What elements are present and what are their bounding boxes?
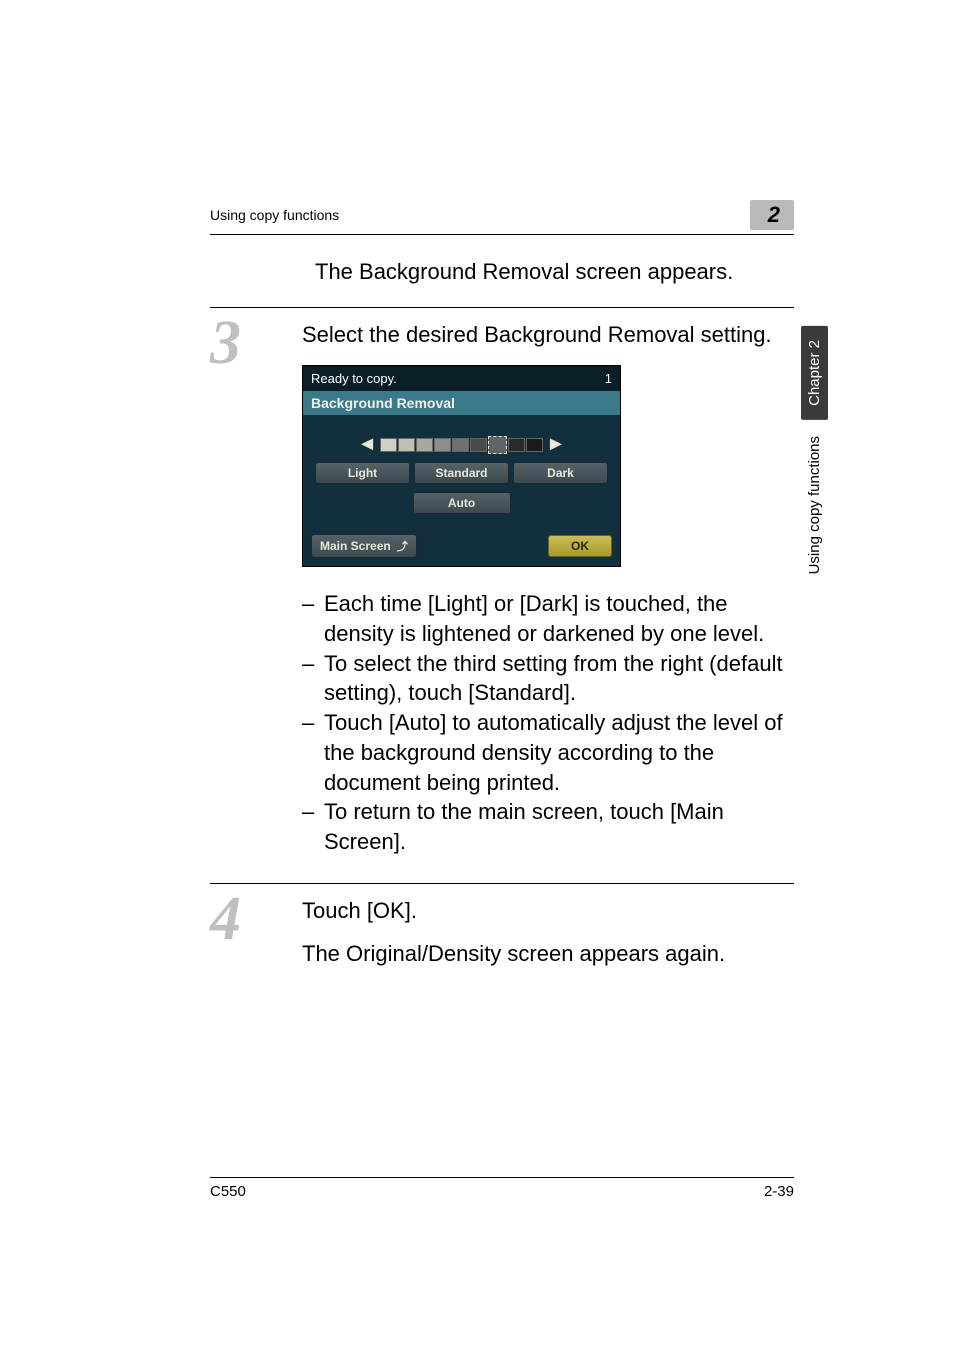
dash-icon: – bbox=[302, 797, 324, 856]
density-cell[interactable] bbox=[452, 438, 469, 452]
light-button[interactable]: Light bbox=[315, 462, 410, 484]
standard-button[interactable]: Standard bbox=[414, 462, 509, 484]
step-3: 3 Select the desired Background Removal … bbox=[210, 320, 794, 869]
dark-button[interactable]: Dark bbox=[513, 462, 608, 484]
list-item: –Touch [Auto] to automatically adjust th… bbox=[302, 708, 794, 797]
status-text: Ready to copy. bbox=[311, 371, 397, 386]
model-label: C550 bbox=[210, 1183, 246, 1200]
running-head: Using copy functions 2 bbox=[210, 200, 794, 230]
button-row: Light Standard Dark bbox=[315, 462, 608, 484]
divider bbox=[210, 1177, 794, 1178]
section-number-badge: 2 bbox=[750, 200, 794, 230]
step-lead: Touch [OK]. bbox=[302, 896, 794, 926]
bullet-text: To select the third setting from the rig… bbox=[324, 649, 794, 708]
density-cell[interactable] bbox=[526, 438, 543, 452]
main-screen-label: Main Screen bbox=[320, 539, 391, 553]
arrow-left-icon[interactable]: ◄ bbox=[355, 433, 379, 456]
running-head-text: Using copy functions bbox=[210, 207, 339, 223]
dash-icon: – bbox=[302, 649, 324, 708]
list-item: –To select the third setting from the ri… bbox=[302, 649, 794, 708]
footer-row: C550 2-39 bbox=[210, 1183, 794, 1200]
page: Using copy functions 2 The Background Re… bbox=[0, 0, 954, 1350]
auto-button-row: Auto bbox=[315, 492, 608, 514]
list-item: –Each time [Light] or [Dark] is touched,… bbox=[302, 589, 794, 648]
step-lead: Select the desired Background Removal se… bbox=[302, 320, 794, 350]
intro-text: The Background Removal screen appears. bbox=[315, 257, 794, 287]
bullet-text: Each time [Light] or [Dark] is touched, … bbox=[324, 589, 794, 648]
screen-bottom-bar: Main Screen ⤴ OK bbox=[303, 528, 620, 566]
step-body: Select the desired Background Removal se… bbox=[302, 320, 794, 869]
section-tab: Using copy functions bbox=[804, 430, 825, 580]
return-icon: ⤴ bbox=[397, 538, 408, 554]
step-4: 4 Touch [OK]. The Original/Density scree… bbox=[210, 896, 794, 969]
intro-block: The Background Removal screen appears. bbox=[315, 257, 794, 287]
divider bbox=[210, 883, 794, 884]
step-number: 3 bbox=[210, 316, 272, 372]
step-body: Touch [OK]. The Original/Density screen … bbox=[302, 896, 794, 969]
main-screen-button[interactable]: Main Screen ⤴ bbox=[311, 534, 417, 558]
arrow-right-icon[interactable]: ► bbox=[544, 433, 568, 456]
dash-icon: – bbox=[302, 708, 324, 797]
status-bar: Ready to copy. 1 bbox=[303, 366, 620, 391]
auto-button[interactable]: Auto bbox=[413, 492, 511, 514]
side-tabs: Chapter 2 Using copy functions bbox=[801, 326, 828, 580]
divider bbox=[210, 307, 794, 308]
divider bbox=[210, 234, 794, 235]
dash-icon: – bbox=[302, 589, 324, 648]
step-follow: The Original/Density screen appears agai… bbox=[302, 939, 794, 969]
step-number: 4 bbox=[210, 892, 272, 948]
list-item: –To return to the main screen, touch [Ma… bbox=[302, 797, 794, 856]
bullet-text: To return to the main screen, touch [Mai… bbox=[324, 797, 794, 856]
page-footer: C550 2-39 bbox=[210, 1177, 794, 1200]
density-cell[interactable] bbox=[416, 438, 433, 452]
ok-button[interactable]: OK bbox=[548, 535, 612, 557]
density-cell[interactable] bbox=[398, 438, 415, 452]
copy-count: 1 bbox=[605, 371, 612, 386]
density-cell[interactable] bbox=[434, 438, 451, 452]
page-number: 2-39 bbox=[764, 1183, 794, 1200]
density-cell-selected[interactable] bbox=[488, 436, 507, 454]
bullet-list: –Each time [Light] or [Dark] is touched,… bbox=[302, 589, 794, 856]
density-cell[interactable] bbox=[380, 438, 397, 452]
lcd-screenshot: Ready to copy. 1 Background Removal ◄ bbox=[302, 365, 621, 567]
density-slider[interactable]: ◄ ► bbox=[315, 433, 608, 456]
screen-title: Background Removal bbox=[303, 391, 620, 415]
density-cell[interactable] bbox=[470, 438, 487, 452]
density-cell[interactable] bbox=[508, 438, 525, 452]
screen-main: ◄ ► Light Standard bbox=[303, 415, 620, 528]
chapter-tab: Chapter 2 bbox=[801, 326, 828, 420]
bullet-text: Touch [Auto] to automatically adjust the… bbox=[324, 708, 794, 797]
